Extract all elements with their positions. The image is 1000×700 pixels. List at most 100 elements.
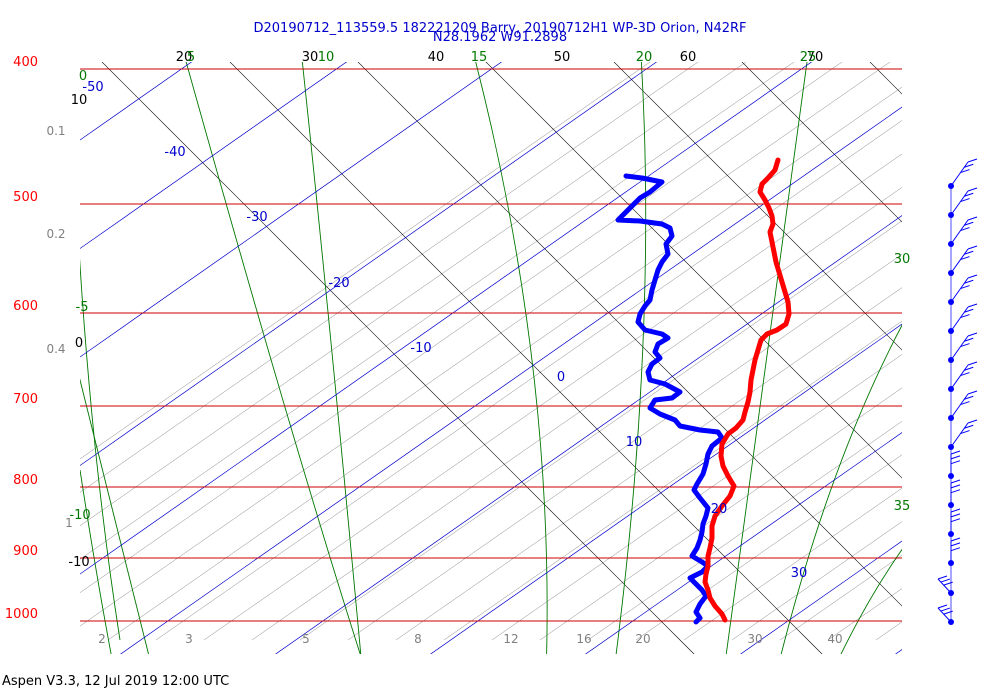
wind-barb-flag — [950, 460, 961, 465]
mixing-ratio-label: 0.2 — [46, 227, 65, 241]
wind-barb-flag — [964, 424, 974, 429]
wind-barb-shaft — [950, 335, 969, 361]
wind-barb-flag — [964, 337, 974, 342]
theta-e-label: -5 — [76, 300, 89, 315]
wind-barb-flag — [950, 484, 961, 489]
wind-barb-shaft — [950, 393, 969, 419]
isotherm-label: 30 — [791, 566, 808, 581]
mixing-ratio-line — [731, 521, 902, 641]
moist-adiabat-line — [615, 62, 647, 654]
mixing-ratio-label: 40 — [827, 632, 842, 646]
wind-barb-flag — [967, 187, 978, 192]
theta-label: -10 — [68, 555, 89, 570]
wind-barb-flag — [940, 607, 951, 612]
wind-barb-flag — [950, 450, 961, 455]
wind-barb-flag — [960, 314, 970, 319]
theta-label: 30 — [302, 50, 319, 65]
mixing-ratio-line — [203, 153, 902, 641]
wind-barb-flag — [960, 430, 970, 435]
mixing-ratio-line — [107, 86, 902, 641]
chart-title: D20190712_113559.5 182221209 Barry, 2019… — [254, 21, 747, 36]
wind-barb-flag — [960, 198, 970, 203]
dry-adiabat-line — [869, 62, 902, 95]
mixing-ratio-label: 0.4 — [46, 342, 65, 356]
isotherm-label: -20 — [328, 276, 349, 291]
mixing-ratio-line — [443, 320, 902, 641]
isotherm-line — [80, 62, 658, 466]
chart-subtitle: N28.1962 W91.2898 — [433, 30, 567, 45]
wind-barb-shaft — [950, 306, 969, 332]
wind-barb-flag — [960, 256, 970, 261]
mixing-ratio-label: 5 — [302, 632, 310, 646]
wind-barb-flag — [950, 542, 961, 547]
wind-barb-shaft — [950, 219, 969, 245]
theta-label: 60 — [680, 50, 697, 65]
theta-label: 10 — [71, 93, 88, 108]
isotherm-label: -10 — [410, 341, 431, 356]
mixing-ratio-line — [155, 120, 902, 641]
isotherm-label: 0 — [557, 370, 565, 385]
wind-barb-flag — [960, 372, 970, 377]
wind-barb-flag — [950, 479, 961, 484]
theta-label: 40 — [428, 50, 445, 65]
moist-adiabat-line — [840, 548, 902, 654]
wind-barb-flag — [950, 513, 961, 518]
wind-barb-flag — [950, 455, 961, 460]
mixing-ratio-label: 12 — [503, 632, 518, 646]
isotherm-line — [740, 540, 902, 654]
dewpoint-profile-line — [615, 173, 725, 625]
wind-barb-flag — [940, 578, 951, 583]
wind-barb-flag — [937, 575, 948, 580]
wind-barb-flag — [967, 245, 978, 250]
mixing-ratio-label: 20 — [635, 632, 650, 646]
mixing-ratio-label: 30 — [747, 632, 762, 646]
wind-barb-flag — [967, 332, 978, 337]
wind-barb-flag — [964, 279, 974, 284]
isotherm-line — [275, 215, 902, 654]
footer-version-time: Aspen V3.3, 12 Jul 2019 12:00 UTC — [2, 674, 229, 689]
moist-adiabat-line — [185, 62, 361, 654]
wind-barb-flag — [967, 361, 978, 366]
isotherm-label: 10 — [626, 435, 643, 450]
mixing-ratio-label: 0.1 — [46, 124, 65, 138]
isotherm-label: 20 — [711, 502, 728, 517]
mixing-ratio-label: 3 — [185, 632, 193, 646]
mixing-ratio-line — [347, 253, 902, 641]
wind-barb-flag — [943, 610, 953, 615]
pressure-label-800: 800 — [13, 473, 38, 488]
theta-label: 50 — [554, 50, 571, 65]
wind-barb-shaft — [950, 190, 969, 216]
wind-barb-shaft — [950, 161, 969, 187]
theta-label: 0 — [75, 336, 83, 351]
theta-e-label: 5 — [187, 50, 195, 65]
pressure-label-900: 900 — [13, 544, 38, 559]
dry-adiabat-line — [485, 62, 902, 479]
isotherm-label: -50 — [82, 80, 103, 95]
theta-e-label: 35 — [894, 499, 911, 514]
mixing-ratio-line — [80, 62, 651, 460]
mixing-ratio-line — [251, 187, 902, 641]
wind-barb-flag — [964, 163, 974, 168]
wind-barb-flag — [964, 192, 974, 197]
theta-e-label: 20 — [636, 50, 653, 65]
isotherm-line — [430, 323, 902, 654]
theta-e-label: 15 — [471, 50, 488, 65]
wind-barb-flag — [937, 604, 948, 609]
mixing-ratio-line — [827, 588, 902, 641]
mixing-ratio-line — [299, 220, 902, 641]
isotherm-line — [120, 106, 902, 654]
wind-barb-shaft — [950, 422, 969, 448]
mixing-ratio-line — [80, 62, 891, 627]
wind-barb-flag — [967, 303, 978, 308]
moist-adiabat-line — [80, 469, 112, 654]
wind-barb-flag — [960, 285, 970, 290]
wind-barb-flag — [943, 581, 953, 586]
wind-barb-flag — [967, 419, 978, 424]
wind-barb-flag — [967, 158, 978, 163]
wind-barb-flag — [960, 401, 970, 406]
theta-e-label: 25 — [800, 50, 817, 65]
wind-barb-flag — [960, 227, 970, 232]
wind-barb-flag — [964, 308, 974, 313]
dry-adiabat-line — [613, 62, 902, 351]
